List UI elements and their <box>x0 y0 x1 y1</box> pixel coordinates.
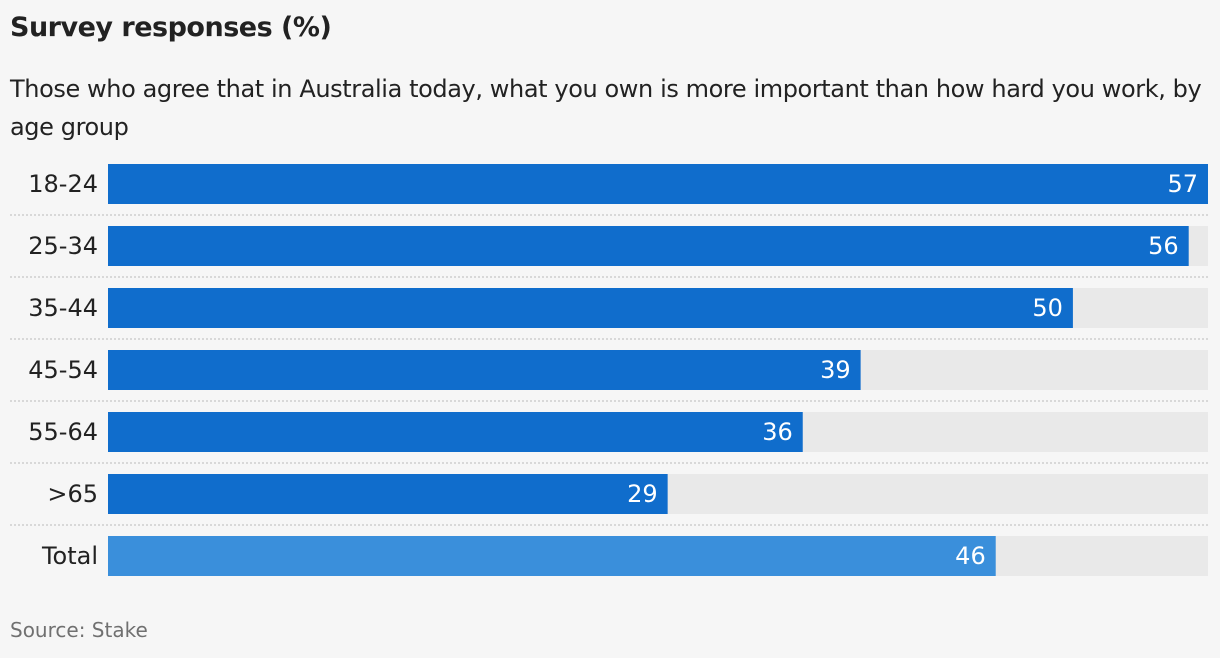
chart-title: Survey responses (%) <box>10 12 332 43</box>
category-label: >65 <box>47 480 98 508</box>
category-label: 55-64 <box>28 418 98 446</box>
category-label: 45-54 <box>28 356 98 384</box>
value-label: 46 <box>955 542 986 570</box>
value-label: 57 <box>1167 170 1198 198</box>
chart-subtitle: Those who agree that in Australia today,… <box>10 75 1202 141</box>
category-label: 35-44 <box>28 294 98 322</box>
bar <box>108 412 803 452</box>
category-label: 25-34 <box>28 232 98 260</box>
value-label: 29 <box>627 480 658 508</box>
value-label: 36 <box>762 418 793 446</box>
value-label: 39 <box>820 356 851 384</box>
bar <box>108 164 1208 204</box>
category-label: 18-24 <box>28 170 98 198</box>
bar <box>108 474 668 514</box>
value-label: 56 <box>1148 232 1179 260</box>
bar <box>108 536 996 576</box>
bar <box>108 350 861 390</box>
value-label: 50 <box>1032 294 1063 322</box>
chart: 18-24 57 25-34 56 35-44 50 45-54 39 55-64 36 >65 29… <box>10 164 1208 576</box>
source-note: Source: Stake <box>10 618 148 642</box>
bar <box>108 288 1073 328</box>
category-label: Total <box>41 542 98 570</box>
bar <box>108 226 1189 266</box>
